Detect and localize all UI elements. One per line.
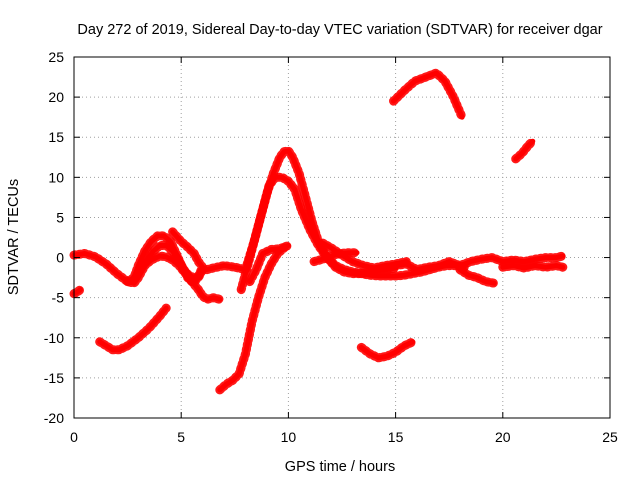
chart-title: Day 272 of 2019, Sidereal Day-to-day VTE… (77, 22, 602, 38)
tick-layer (73, 56, 611, 419)
series-arc-k-markers (391, 251, 568, 275)
x-tick-label: 15 (388, 429, 404, 445)
series-arc-r-markers (511, 136, 538, 164)
series-arc-d-markers (168, 227, 208, 287)
y-tick-label: -5 (52, 290, 65, 306)
y-tick-label: -20 (44, 410, 64, 426)
x-tick-label: 0 (70, 429, 78, 445)
series-arc-m-markers (498, 261, 568, 273)
series-arc-a-markers (69, 249, 225, 304)
y-tick-label: 20 (48, 89, 64, 105)
y-tick-label: 5 (56, 209, 64, 225)
y-axis-label: SDTVAR / TECUs (6, 179, 22, 295)
series-arc-n-markers (69, 285, 85, 299)
plot-frame (73, 56, 611, 419)
series-arc-p-markers (356, 337, 418, 363)
y-tick-label: 25 (48, 49, 64, 65)
series-arc-o-markers (95, 303, 171, 355)
y-tick-label: 15 (48, 129, 64, 145)
y-tick-label: 0 (56, 250, 64, 266)
x-tick-label: 25 (602, 429, 618, 445)
series-arc-f-markers (236, 146, 401, 295)
x-tick-label: 20 (495, 429, 511, 445)
x-tick-label: 10 (281, 429, 297, 445)
y-tick-label: -15 (44, 370, 64, 386)
series-arc-q-markers (389, 68, 467, 122)
y-tick-label: 10 (48, 169, 64, 185)
series-arc-l-markers (455, 265, 499, 288)
series-arc-j-markers (309, 248, 362, 267)
y-tick-label: -10 (44, 330, 64, 346)
series-layer (69, 68, 568, 395)
tick-label-layer: 0 5 10 15 20 25 -20 -15 -10 -5 0 5 10 15 20 25 (44, 49, 618, 445)
x-tick-label: 5 (177, 429, 185, 445)
series-arc-h-markers (215, 243, 289, 395)
x-axis-label: GPS time / hours (285, 459, 395, 475)
